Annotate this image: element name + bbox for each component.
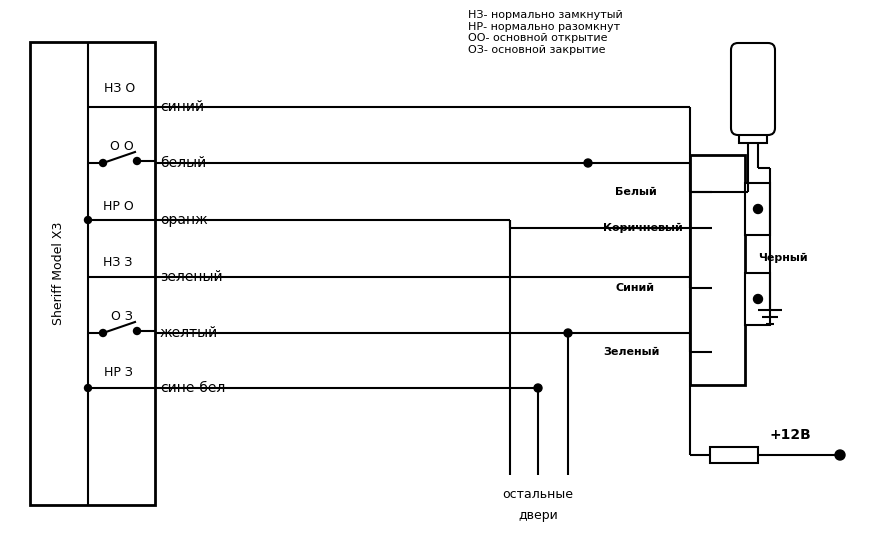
Text: О О: О О (110, 141, 133, 153)
Bar (710, 447, 758, 463)
Circle shape (835, 450, 845, 460)
Text: НЗ- нормально замкнутый
НР- нормально разомкнут
ОО- основной открытие
ОЗ- основн: НЗ- нормально замкнутый НР- нормально ра… (468, 10, 622, 55)
Text: желтый: желтый (160, 326, 218, 340)
Text: Синий: Синий (615, 283, 654, 293)
Circle shape (85, 384, 92, 392)
Text: О З: О З (111, 310, 133, 324)
Text: зеленый: зеленый (160, 270, 223, 284)
Text: сине-бел: сине-бел (160, 381, 225, 395)
Circle shape (534, 384, 542, 392)
Text: Коричневый: Коричневый (603, 223, 682, 233)
Bar (745, 273, 770, 325)
Text: остальные: остальные (502, 488, 574, 502)
Bar (745, 183, 770, 235)
Text: оранж: оранж (160, 213, 208, 227)
Text: Sheriff Model X3: Sheriff Model X3 (51, 222, 65, 325)
Circle shape (100, 330, 106, 336)
Bar (30, 42, 155, 505)
Bar (739, 128, 767, 143)
Circle shape (85, 217, 92, 224)
Text: двери: двери (518, 508, 558, 522)
Circle shape (564, 329, 572, 337)
Circle shape (753, 204, 763, 214)
Text: НР О: НР О (103, 200, 133, 214)
Text: синий: синий (160, 100, 204, 114)
Circle shape (133, 157, 141, 165)
Text: Белый: Белый (615, 187, 657, 197)
Circle shape (100, 160, 106, 166)
Circle shape (584, 159, 592, 167)
Text: НЗ З: НЗ З (103, 256, 133, 268)
Circle shape (753, 295, 763, 304)
Text: Черный: Черный (758, 253, 808, 263)
Text: +12В: +12В (769, 428, 811, 442)
Bar (690, 155, 745, 385)
Text: Зеленый: Зеленый (603, 347, 659, 357)
Circle shape (133, 328, 141, 334)
Text: НР З: НР З (103, 367, 133, 379)
Text: НЗ О: НЗ О (104, 81, 135, 94)
FancyBboxPatch shape (731, 43, 775, 135)
Text: белый: белый (160, 156, 206, 170)
